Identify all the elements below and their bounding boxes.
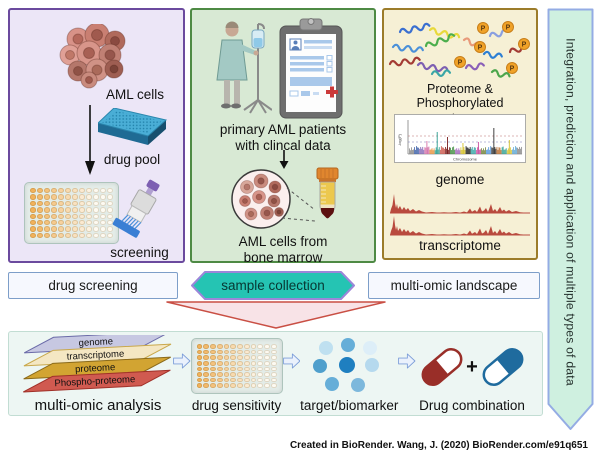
panel-drug-screening: AML cells drug pool scr bbox=[8, 8, 185, 263]
phosphate-p: P bbox=[458, 60, 463, 67]
patient-icon bbox=[216, 21, 272, 114]
phosphate-p: P bbox=[481, 26, 486, 33]
drug-sensitivity-plate-icon bbox=[190, 338, 283, 394]
pipette-icon bbox=[112, 179, 160, 238]
step-label: Drug combination bbox=[419, 397, 525, 413]
aml-cells-caption: AML cells bbox=[105, 87, 164, 102]
bone-marrow-caption: AML cells from bone marrow bbox=[238, 234, 328, 265]
step-drug-sensitivity: drug sensitivity bbox=[190, 335, 283, 413]
panel-sample-collection: primary AML patients with clincal data bbox=[190, 8, 376, 265]
label-multi-omic-text: multi-omic landscape bbox=[390, 278, 518, 293]
phosphate-p: P bbox=[506, 25, 511, 32]
stack-layer-label: proteome bbox=[75, 362, 116, 375]
blood-tube-icon bbox=[316, 167, 339, 219]
screening-plate-icon bbox=[24, 182, 119, 244]
step-drug-combination: + Drug combination bbox=[416, 335, 528, 413]
step-label: multi-omic analysis bbox=[34, 396, 162, 414]
transcriptome-caption: transcriptome bbox=[419, 238, 501, 253]
attribution: Created in BioRender. Wang, J. (2020) Bi… bbox=[289, 440, 588, 451]
genome-caption: genome bbox=[435, 172, 485, 187]
flow-arrow-icon bbox=[398, 353, 416, 368]
label-sample-collection: sample collection bbox=[191, 271, 355, 300]
step-target-biomarker: target/biomarker bbox=[300, 335, 398, 413]
step-label: target/biomarker bbox=[300, 397, 399, 413]
label-drug-screening: drug screening bbox=[8, 272, 178, 299]
down-arrow-small-icon bbox=[279, 150, 289, 169]
omics-stack-icon: genome transcriptome proteome Phosp bbox=[23, 334, 172, 392]
bone-marrow-sample-icon bbox=[231, 167, 339, 229]
screening-caption: screening bbox=[110, 245, 169, 260]
label-drug-screening-text: drug screening bbox=[48, 278, 138, 293]
manhattan-ylabel: -log(P) bbox=[397, 133, 402, 146]
red-capsule-icon bbox=[421, 348, 463, 386]
blue-capsule-icon bbox=[482, 348, 524, 386]
proteome-squiggles-icon: P P P P P P bbox=[388, 21, 530, 80]
panel-multi-omic-landscape: P P P P P P Proteome & Phosphorylated pr… bbox=[382, 8, 538, 260]
manhattan-xlabel: Chromosome bbox=[453, 157, 478, 162]
capsules-icon: + bbox=[421, 348, 524, 386]
stack-layer-label: Phospho-proteome bbox=[54, 374, 135, 389]
flow-triangle-icon bbox=[166, 301, 386, 329]
patients-caption: primary AML patients with clincal data bbox=[219, 122, 347, 153]
banner-text: Integration, prediction and application … bbox=[563, 38, 578, 386]
flow-arrow-icon bbox=[173, 353, 191, 368]
clipboard-icon bbox=[279, 18, 343, 119]
aml-cells-icon bbox=[59, 24, 126, 89]
label-multi-omic-landscape: multi-omic landscape bbox=[368, 272, 540, 299]
plus-sign: + bbox=[466, 356, 478, 378]
phosphate-p: P bbox=[510, 66, 515, 73]
phospho-proteins-icon: P P P P P P bbox=[454, 21, 530, 80]
step-multi-omic-analysis: genome transcriptome proteome Phosp bbox=[23, 334, 173, 414]
label-sample-collection-text: sample collection bbox=[221, 278, 325, 293]
step-label: drug sensitivity bbox=[191, 397, 282, 413]
phosphate-p: P bbox=[522, 42, 527, 49]
target-dots-icon bbox=[313, 338, 380, 392]
workflow-panel: genome transcriptome proteome Phosp bbox=[8, 331, 543, 416]
phosphate-p: P bbox=[478, 45, 483, 52]
banner-ribbon: Integration, prediction and application … bbox=[547, 8, 594, 433]
stack-layer-label: transcriptome bbox=[66, 348, 124, 362]
manhattan-plot: -log(P) Chromosome bbox=[394, 114, 526, 163]
down-arrow-icon bbox=[85, 105, 95, 175]
drug-pool-plate-icon bbox=[98, 108, 168, 145]
transcriptome-tracks-icon bbox=[390, 194, 530, 236]
drug-pool-caption: drug pool bbox=[103, 152, 161, 167]
stack-layer-label: genome bbox=[78, 336, 113, 349]
flow-arrow-icon bbox=[282, 353, 300, 368]
